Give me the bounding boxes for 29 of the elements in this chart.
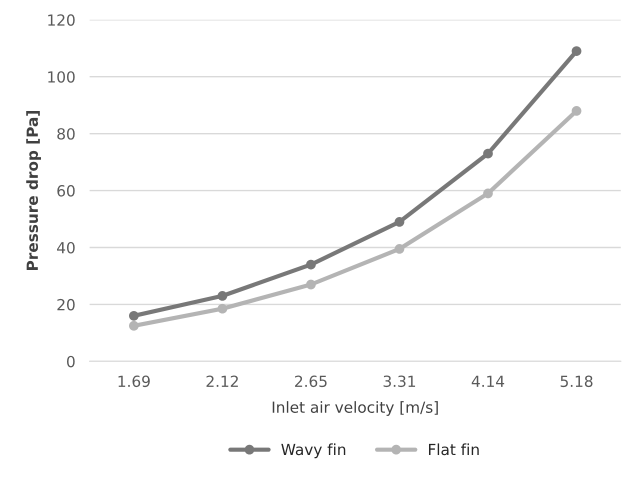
legend-label: Flat fin <box>428 443 479 456</box>
point <box>483 148 493 158</box>
point <box>394 244 404 254</box>
x-tick-label: 3.31 <box>384 376 416 388</box>
point <box>129 320 139 331</box>
x-tick-label: 1.69 <box>118 376 150 388</box>
point <box>306 260 316 270</box>
point <box>218 291 228 301</box>
x-tick-label: 4.14 <box>472 376 504 387</box>
point <box>483 188 493 198</box>
point <box>306 280 316 290</box>
point <box>218 304 228 314</box>
point <box>572 106 582 116</box>
point <box>394 217 404 227</box>
legend-label: Wavy fin <box>281 443 346 458</box>
y-tick-label: 0 <box>67 356 75 368</box>
y-tick-label: 120 <box>48 14 75 26</box>
point <box>129 310 139 321</box>
y-tick-label: 100 <box>48 71 75 83</box>
y-tick-label: 40 <box>57 242 75 254</box>
y-tick-label: 80 <box>57 128 75 140</box>
point <box>572 46 582 56</box>
y-tick-label: 20 <box>57 298 75 310</box>
x-tick-label: 2.12 <box>206 376 238 387</box>
x-tick-label: 2.65 <box>295 376 327 388</box>
y-axis-title: Pressure drop [Pa] <box>26 111 41 270</box>
x-axis-title: Inlet air velocity [m/s] <box>272 401 438 416</box>
x-tick-label: 5.18 <box>560 376 592 388</box>
y-tick-label: 60 <box>57 185 75 197</box>
